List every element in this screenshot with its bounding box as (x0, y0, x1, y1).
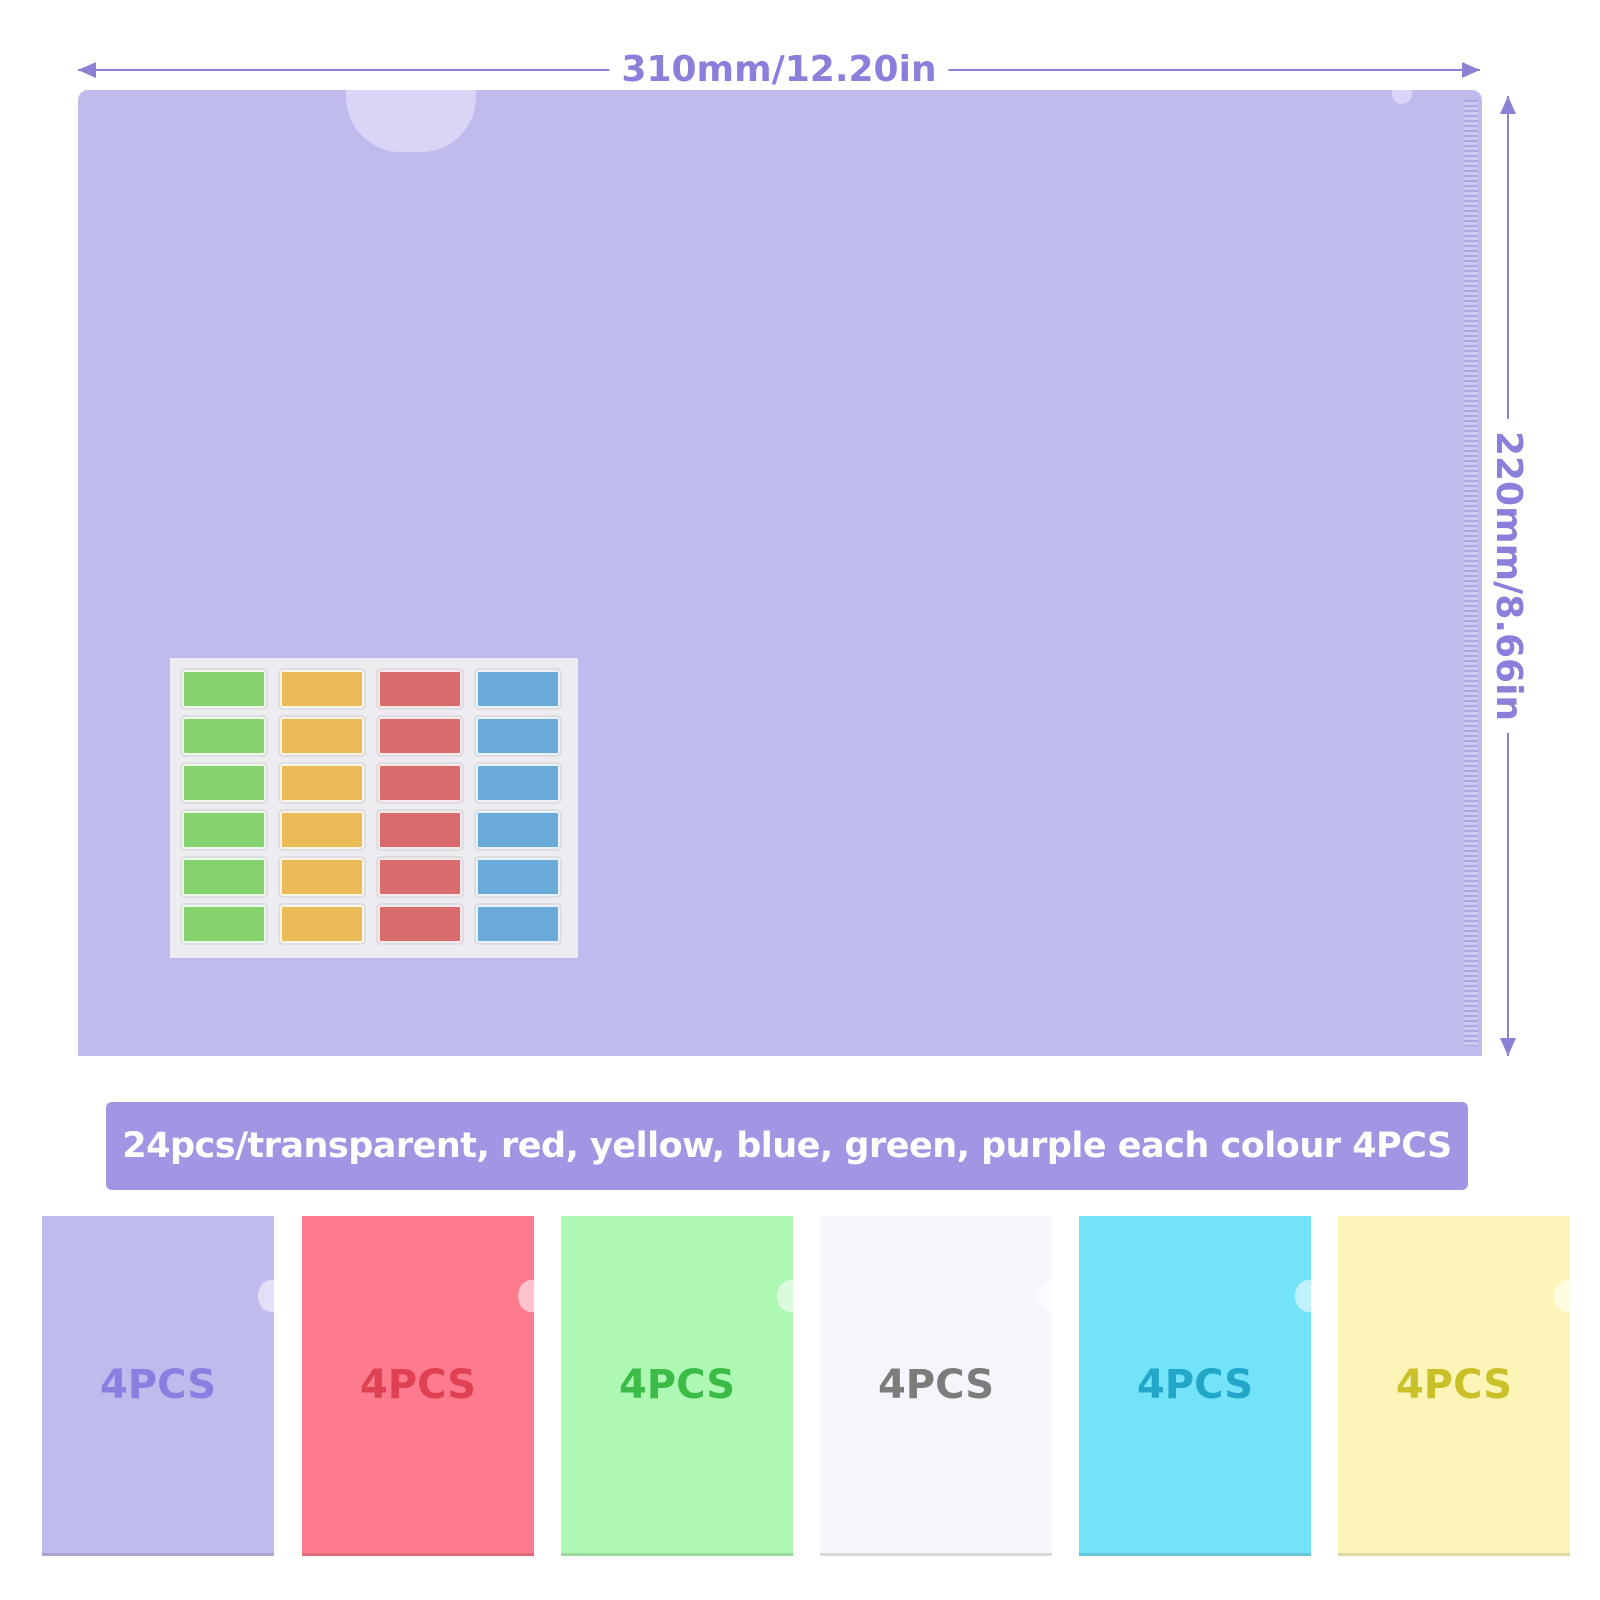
label-sticker (280, 858, 364, 896)
label-sticker (378, 717, 462, 755)
label-sticker (280, 717, 364, 755)
folder-blue: 4PCS (1079, 1216, 1311, 1556)
folder-quantity-label: 4PCS (1136, 1362, 1254, 1408)
folder-edge (1338, 1553, 1570, 1556)
folder-tab (1295, 1280, 1311, 1312)
welded-seam (1464, 100, 1478, 1046)
label-sticker (280, 905, 364, 943)
folder-tab (777, 1280, 793, 1312)
folder-tab (1554, 1280, 1570, 1312)
folder-quantity-label: 4PCS (1395, 1362, 1513, 1408)
label-sticker (476, 811, 560, 849)
label-sticker (280, 670, 364, 708)
label-sticker (182, 811, 266, 849)
folder-edge (1079, 1553, 1311, 1556)
arrow-right-icon (1462, 62, 1480, 78)
label-sticker (182, 858, 266, 896)
folder-edge (561, 1553, 793, 1556)
label-sticker (476, 905, 560, 943)
label-sticker-sheet (170, 658, 578, 958)
label-sticker (182, 905, 266, 943)
arrow-left-icon (78, 62, 96, 78)
folder-quantity-label: 4PCS (618, 1362, 736, 1408)
label-sticker (378, 811, 462, 849)
label-sticker (280, 811, 364, 849)
thumb-notch (346, 90, 476, 152)
height-label: 220mm/8.66in (1488, 418, 1529, 734)
label-sticker (378, 858, 462, 896)
label-sticker (378, 764, 462, 802)
label-sticker (476, 764, 560, 802)
label-sticker (476, 858, 560, 896)
label-sticker (378, 670, 462, 708)
folder-edge (820, 1553, 1052, 1556)
folder-purple: 4PCS (42, 1216, 274, 1556)
width-label: 310mm/12.20in (609, 50, 949, 90)
height-dimension: 220mm/8.66in (1488, 96, 1529, 1056)
folder-quantity-label: 4PCS (877, 1362, 995, 1408)
label-sticker (476, 670, 560, 708)
folder-edge (42, 1553, 274, 1556)
folder-yellow: 4PCS (1338, 1216, 1570, 1556)
label-sticker (378, 905, 462, 943)
label-sticker (182, 717, 266, 755)
folder-tab (258, 1280, 274, 1312)
label-sticker (476, 717, 560, 755)
folder-edge (302, 1553, 534, 1556)
folder-quantity-label: 4PCS (359, 1362, 477, 1408)
banner-text: 24pcs/transparent, red, yellow, blue, gr… (122, 1126, 1452, 1166)
label-sticker (182, 670, 266, 708)
folder-green: 4PCS (561, 1216, 793, 1556)
folder-tab (1036, 1280, 1052, 1312)
folder-corner (1392, 90, 1412, 104)
label-sticker (182, 764, 266, 802)
main-folder (78, 90, 1482, 1056)
label-sticker (280, 764, 364, 802)
arrow-up-icon (1500, 96, 1516, 114)
folder-red: 4PCS (302, 1216, 534, 1556)
folder-quantity-label: 4PCS (99, 1362, 217, 1408)
arrow-down-icon (1500, 1038, 1516, 1056)
quantity-banner: 24pcs/transparent, red, yellow, blue, gr… (106, 1102, 1468, 1190)
width-dimension: 310mm/12.20in (78, 50, 1480, 90)
folder-transparent: 4PCS (820, 1216, 1052, 1556)
folder-tab (518, 1280, 534, 1312)
